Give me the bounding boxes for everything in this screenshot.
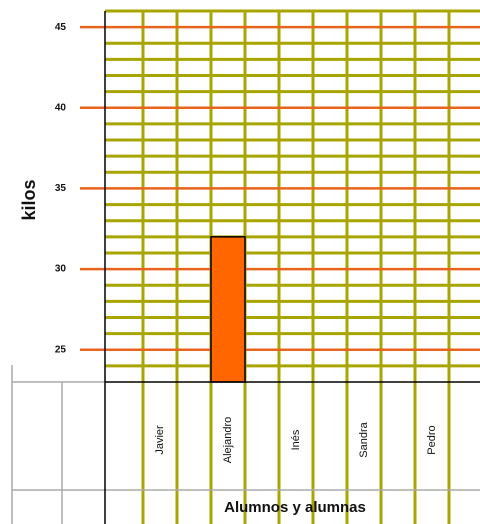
y-axis-label: kilos [19,179,39,220]
x-tick-label: Pedro [426,425,438,454]
y-tick-label: 25 [55,344,67,355]
y-tick-label: 40 [55,102,67,113]
y-tick-label: 30 [55,264,67,275]
y-tick-label: 35 [55,183,67,194]
x-tick-label: Javier [154,425,166,455]
x-axis-label: Alumnos y alumnas [224,499,366,516]
grid [105,9,480,524]
x-tick-label: Alejandro [222,417,234,463]
x-tick-label: Sandra [358,421,370,457]
bar [210,236,246,383]
x-tick-label: Inés [290,429,302,450]
y-tick-label: 45 [55,22,67,33]
